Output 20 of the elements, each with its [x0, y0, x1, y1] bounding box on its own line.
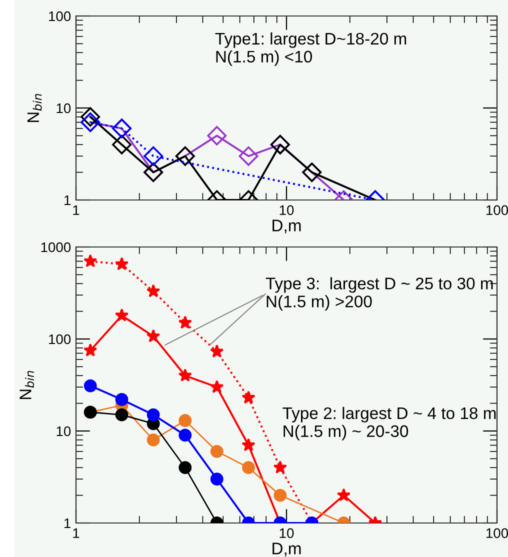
- y-tick-label: 100: [49, 11, 71, 22]
- y-tick-label: 1: [64, 518, 70, 528]
- y-tick-label: 10: [56, 103, 71, 114]
- x-axis-title: D,m: [272, 220, 301, 234]
- x-tick-label: 10: [280, 205, 294, 216]
- x-axis-title: D,m: [272, 542, 301, 556]
- x-tick-label: 100: [486, 528, 508, 538]
- annotation: Type 2: largest D ~ 4 to 18 m N(1.5 m) ~ 20-30: [282, 406, 496, 440]
- y-axis-title: N$_{bin}$: [27, 94, 42, 122]
- annotation: Type1: largest D~18-20 m N(1.5 m) <10: [215, 32, 406, 66]
- x-tick-label: 10: [280, 528, 294, 538]
- y-tick-label: 10: [56, 426, 71, 436]
- y-tick-label: 1000: [41, 242, 71, 252]
- y-tick-label: 1: [64, 195, 70, 206]
- y-axis-title: N$_{bin}$: [20, 370, 34, 400]
- y-tick-label: 100: [49, 334, 71, 344]
- x-tick-label: 100: [486, 205, 508, 216]
- x-tick-label: 1: [73, 528, 80, 538]
- annotation: Type 3: largest D ~ 25 to 30 m N(1.5 m) >200: [266, 277, 493, 311]
- x-tick-label: 1: [73, 205, 80, 215]
